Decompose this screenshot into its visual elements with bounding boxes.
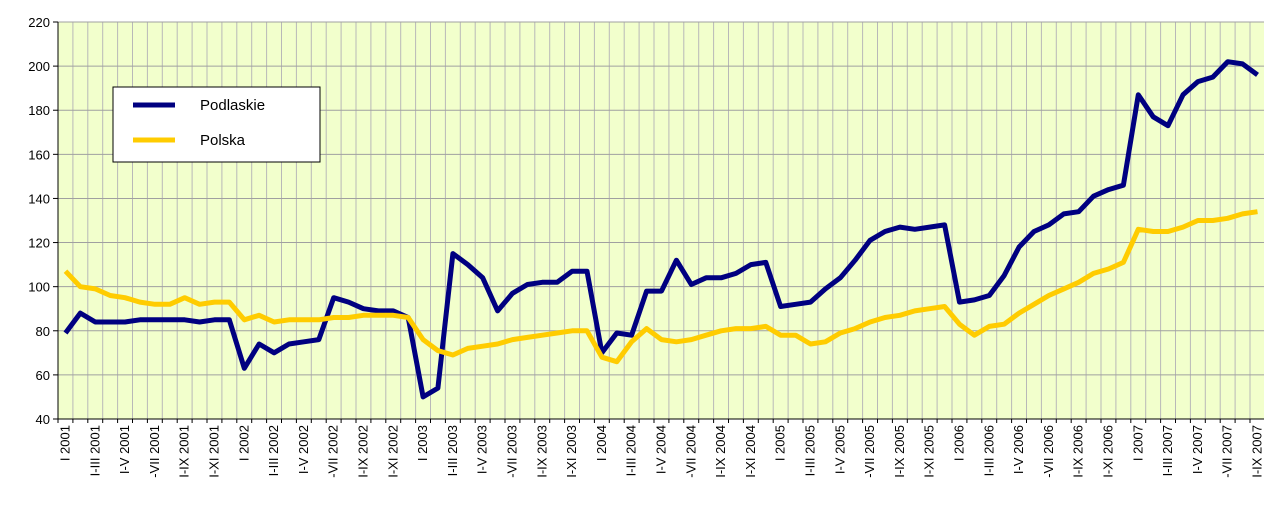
x-tick-label: I-III 2007: [1160, 425, 1175, 476]
x-tick-label: I-V 2004: [653, 425, 668, 474]
x-tick-label: I 2003: [415, 425, 430, 461]
plot-area: [58, 22, 1264, 419]
x-tick-label: I-V 2001: [117, 425, 132, 474]
x-tick-label: I 2001: [57, 425, 72, 461]
x-tick-label: I 2005: [773, 425, 788, 461]
x-tick-label: -VII 2002: [326, 425, 341, 478]
y-tick-label: 80: [36, 324, 50, 339]
x-tick-label: I-III 2005: [802, 425, 817, 476]
legend-box: [112, 86, 321, 163]
y-tick-label: 60: [36, 368, 50, 383]
x-tick-label: -VII 2004: [683, 425, 698, 478]
x-tick-label: I 2007: [1130, 425, 1145, 461]
x-tick-label: I-III 2003: [445, 425, 460, 476]
series-line: [63, 59, 1259, 400]
x-tick-label: I-XI 2006: [1100, 425, 1115, 478]
x-tick-label: I-III 2006: [981, 425, 996, 476]
x-tick-label: I-IX 2003: [534, 425, 549, 478]
x-tick-label: I-IX 2007: [1249, 425, 1264, 478]
x-tick-label: I-XI 2005: [922, 425, 937, 478]
series-lines: [63, 59, 1259, 400]
x-tick-label: I-IX 2004: [713, 425, 728, 478]
y-tick-label: 100: [28, 280, 50, 295]
y-tick-label: 220: [28, 15, 50, 30]
x-tick-label: I-V 2007: [1190, 425, 1205, 474]
legend-label: Podlaskie: [200, 97, 265, 114]
x-tick-label: I-V 2006: [1011, 425, 1026, 474]
y-tick-label: 200: [28, 59, 50, 74]
x-tick-label: I-V 2005: [832, 425, 847, 474]
x-tick-label: I-III 2001: [87, 425, 102, 476]
x-tick-label: I-III 2004: [624, 425, 639, 476]
x-tick-label: -VII 2003: [504, 425, 519, 478]
x-tick-label: I-V 2002: [296, 425, 311, 474]
legend-label: Polska: [200, 132, 246, 149]
x-tick-label: -VII 2005: [862, 425, 877, 478]
x-tick-label: I-IX 2002: [355, 425, 370, 478]
y-tick-label: 120: [28, 236, 50, 251]
x-tick-label: I-III 2002: [266, 425, 281, 476]
x-tick-label: I-XI 2004: [743, 425, 758, 478]
x-tick-label: -VII 2006: [1041, 425, 1056, 478]
x-tick-label: I 2006: [951, 425, 966, 461]
x-tick-label: I-XI 2002: [385, 425, 400, 478]
y-tick-label: 40: [36, 412, 50, 427]
y-tick-label: 180: [28, 103, 50, 118]
x-tick-label: I 2004: [594, 425, 609, 461]
x-tick-label: I-XI 2001: [206, 425, 221, 478]
y-tick-label: 160: [28, 147, 50, 162]
x-tick-label: I-IX 2001: [177, 425, 192, 478]
x-tick-label: I-XI 2003: [564, 425, 579, 478]
series-line: [63, 209, 1258, 365]
x-tick-label: I-IX 2005: [892, 425, 907, 478]
y-tick-label: 140: [28, 191, 50, 206]
x-tick-label: -VII 2007: [1220, 425, 1235, 478]
x-tick-label: -VII 2001: [147, 425, 162, 478]
legend: Podlaskie Polska: [112, 86, 321, 163]
x-tick-label: I-V 2003: [475, 425, 490, 474]
x-tick-label: I 2002: [236, 425, 251, 461]
x-tick-label: I-IX 2006: [1071, 425, 1086, 478]
